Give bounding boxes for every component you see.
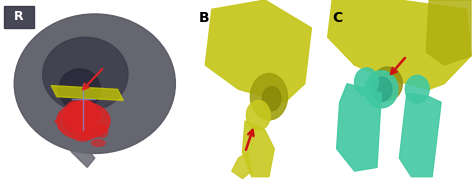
Ellipse shape (71, 102, 94, 124)
Ellipse shape (57, 102, 110, 140)
Polygon shape (232, 153, 252, 179)
Ellipse shape (70, 99, 91, 125)
Ellipse shape (97, 126, 108, 137)
Ellipse shape (91, 140, 105, 146)
Ellipse shape (64, 101, 85, 126)
Ellipse shape (66, 123, 80, 132)
Polygon shape (51, 86, 123, 100)
Ellipse shape (59, 69, 100, 110)
Ellipse shape (371, 77, 392, 101)
Text: B: B (199, 11, 209, 25)
Polygon shape (242, 121, 274, 177)
Ellipse shape (69, 101, 87, 128)
Ellipse shape (73, 105, 100, 126)
Ellipse shape (89, 125, 107, 134)
Ellipse shape (70, 100, 92, 125)
Ellipse shape (85, 130, 95, 136)
Ellipse shape (68, 110, 94, 135)
Text: C: C (332, 11, 342, 25)
Polygon shape (57, 126, 95, 167)
Ellipse shape (365, 71, 398, 108)
Ellipse shape (74, 131, 91, 141)
Ellipse shape (355, 68, 378, 96)
Polygon shape (337, 84, 382, 171)
Polygon shape (399, 93, 441, 177)
Text: R: R (14, 10, 24, 23)
Ellipse shape (68, 100, 95, 121)
Ellipse shape (69, 110, 95, 129)
Ellipse shape (64, 117, 81, 128)
Ellipse shape (67, 108, 89, 132)
Ellipse shape (262, 86, 281, 111)
Ellipse shape (405, 75, 429, 103)
Ellipse shape (68, 102, 85, 128)
Ellipse shape (69, 104, 96, 125)
Ellipse shape (69, 105, 90, 130)
Ellipse shape (14, 14, 175, 153)
Ellipse shape (43, 37, 128, 112)
Polygon shape (328, 0, 471, 89)
Ellipse shape (72, 108, 98, 127)
Ellipse shape (373, 67, 402, 100)
Polygon shape (426, 0, 471, 65)
Ellipse shape (70, 108, 93, 128)
Ellipse shape (246, 100, 270, 130)
Polygon shape (205, 0, 311, 102)
Ellipse shape (95, 125, 108, 131)
Ellipse shape (250, 73, 288, 120)
Ellipse shape (69, 104, 95, 122)
Bar (4, 6, 34, 28)
Ellipse shape (72, 105, 91, 130)
Ellipse shape (74, 106, 100, 126)
